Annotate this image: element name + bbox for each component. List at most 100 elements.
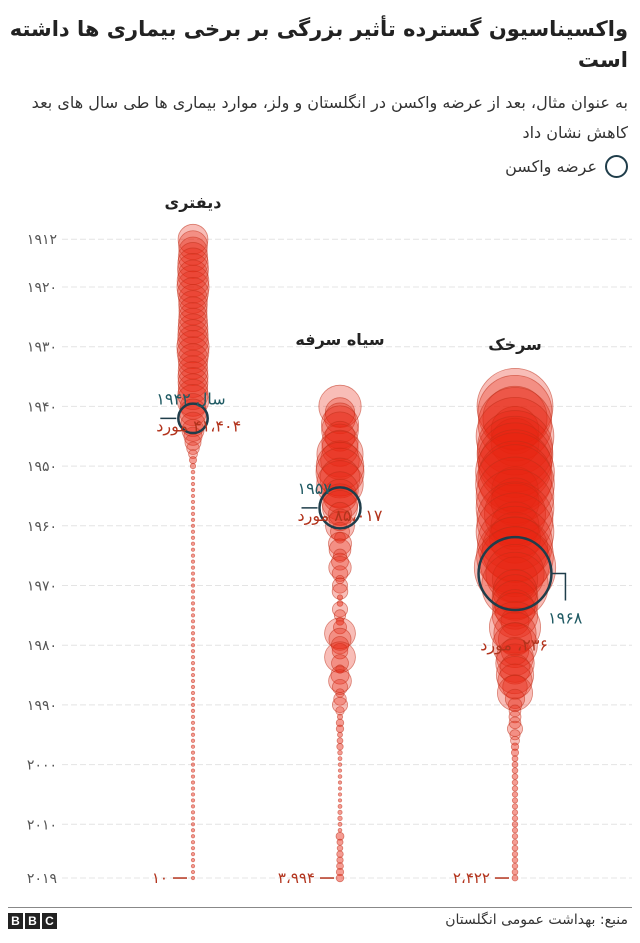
- bubble: [510, 748, 520, 757]
- bubble: [335, 724, 345, 733]
- bubble: [336, 594, 344, 601]
- y-tick-label: ۱۹۳۰: [27, 340, 57, 356]
- bubble: [335, 706, 345, 716]
- bubble: [190, 798, 196, 803]
- bubble: [509, 729, 521, 741]
- bubble: [316, 430, 364, 478]
- bubble: [511, 767, 519, 774]
- bubble: [511, 844, 519, 852]
- bubble: [335, 616, 345, 626]
- last-value-label: ۲،۴۲۲: [453, 869, 490, 887]
- bubble: [328, 531, 352, 556]
- bubble: [190, 469, 196, 475]
- bubble: [190, 571, 196, 576]
- series-title: سرخک: [488, 335, 542, 354]
- series-title: سیاه سرفه: [295, 330, 384, 349]
- bubble: [190, 511, 196, 516]
- bubble: [337, 780, 343, 785]
- bubble: [511, 815, 519, 822]
- annotation-year: سال ۱۹۴۲: [156, 389, 225, 408]
- bubble: [337, 809, 343, 815]
- bubble: [176, 270, 210, 304]
- bubble: [190, 846, 196, 851]
- bubble: [188, 456, 197, 465]
- bubble: [190, 661, 196, 666]
- bubble: [337, 768, 343, 773]
- bubble: [511, 785, 519, 792]
- bubble: [190, 774, 196, 779]
- bubble: [190, 499, 196, 505]
- bubble: [190, 863, 196, 869]
- bubble: [190, 535, 196, 540]
- bubble: [190, 840, 196, 845]
- bubble: [190, 738, 196, 743]
- bubble: [500, 606, 530, 636]
- annotation-year: ۱۹۶۸: [548, 609, 583, 628]
- bubble: [177, 223, 209, 255]
- bubble: [336, 844, 344, 852]
- bubble: [328, 555, 352, 580]
- vaccine-ring: [177, 402, 209, 435]
- bubble: [337, 786, 343, 791]
- bubble: [477, 374, 553, 450]
- bubble: [190, 655, 196, 660]
- bubble: [190, 637, 196, 642]
- chart-title: واکسیناسیون گسترده تأثیر بزرگی بر برخی ب…: [9, 17, 628, 72]
- bubble: [508, 716, 522, 730]
- bubble: [478, 429, 552, 503]
- bubble: [190, 493, 196, 499]
- bubble: [190, 517, 196, 522]
- bubble: [336, 743, 344, 751]
- bubble: [328, 508, 352, 532]
- bubble: [190, 756, 196, 761]
- bubble: [190, 828, 196, 833]
- last-value-label: ۳،۹۹۴: [278, 869, 315, 887]
- bubble: [495, 643, 535, 683]
- last-value-label: ۱۰: [152, 869, 168, 887]
- bubble: [476, 516, 554, 595]
- bubble: [475, 444, 555, 524]
- bubble: [336, 737, 344, 745]
- bubble: [332, 577, 348, 594]
- bubble: [190, 708, 196, 713]
- bubble: [190, 744, 196, 749]
- bubble: [190, 577, 196, 582]
- bubble: [190, 822, 196, 827]
- y-tick-label: ۲۰۱۹: [27, 871, 57, 887]
- annotation-year: ۱۹۵۷: [298, 479, 333, 498]
- bubble: [511, 779, 519, 786]
- bubble: [190, 762, 196, 767]
- y-tick-label: ۱۹۹۰: [27, 698, 57, 714]
- bubble: [337, 774, 343, 779]
- bubble: [190, 559, 196, 564]
- bubble: [511, 839, 519, 846]
- bubble: [511, 821, 519, 828]
- bubble: [504, 688, 526, 710]
- bubble: [511, 791, 519, 798]
- bubble: [190, 732, 196, 737]
- bubble: [315, 441, 365, 491]
- bubble: [510, 742, 520, 751]
- bubble: [318, 384, 362, 429]
- bubble: [511, 773, 519, 780]
- bubble: [190, 547, 196, 552]
- bubble: [190, 816, 196, 821]
- bubble: [330, 636, 350, 655]
- bubble: [337, 798, 343, 803]
- bubble: [511, 803, 519, 810]
- bubble: [331, 642, 349, 660]
- bubble: [190, 565, 196, 570]
- bubble: [176, 336, 210, 369]
- bubble: [190, 487, 196, 493]
- bubble: [190, 589, 196, 594]
- bubble: [511, 874, 519, 882]
- bubble: [511, 761, 519, 768]
- bubble: [337, 804, 343, 809]
- bubble: [190, 631, 196, 636]
- bubble: [190, 875, 196, 881]
- bubble: [337, 756, 343, 762]
- bubble: [190, 702, 196, 708]
- bubble: [511, 797, 519, 804]
- bubble: [324, 641, 356, 673]
- bubble: [190, 595, 196, 600]
